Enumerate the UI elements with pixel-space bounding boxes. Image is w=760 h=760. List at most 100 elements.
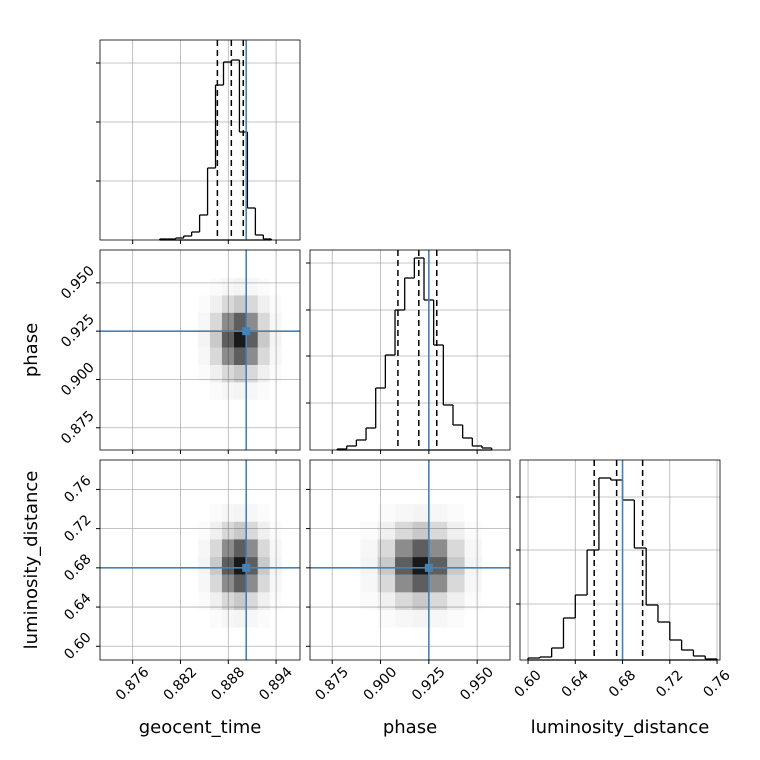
panel-frame (309, 459, 511, 661)
density-cell (465, 504, 482, 522)
density-cell (360, 575, 377, 593)
density-cell (269, 330, 282, 348)
density-cell (209, 330, 222, 348)
density-cell (430, 504, 447, 522)
density-cell (270, 592, 282, 610)
density-cell (412, 504, 430, 522)
density-cell (257, 557, 270, 575)
x-tick-label: 0.875 (312, 664, 352, 704)
density-cell (465, 522, 482, 540)
density-cell (198, 295, 210, 312)
density-cell (233, 312, 246, 331)
density-cell (221, 574, 234, 593)
density-cell (209, 364, 222, 383)
density-cell (209, 592, 222, 610)
density-cell (447, 539, 465, 558)
density-cell (270, 278, 282, 295)
x-axis-label: phase (383, 717, 437, 738)
y-tick-label: 0.72 (61, 512, 94, 545)
density-cell (360, 610, 377, 628)
density-cell (257, 295, 270, 313)
density-cell (245, 312, 258, 331)
density-cell (257, 312, 270, 331)
x-tick-label: 0.900 (361, 664, 401, 704)
density-cell (233, 278, 246, 296)
x-tick-label: 0.882 (161, 664, 201, 704)
density-cell (222, 504, 234, 522)
density-cell (378, 610, 395, 628)
density-cell (377, 521, 396, 540)
density-cell (257, 330, 270, 348)
density-cell (198, 504, 210, 522)
density-cell (429, 574, 448, 593)
density-cell (257, 521, 270, 540)
density-cell (395, 592, 413, 610)
y-axis-label: luminosity_distance (21, 471, 42, 650)
density-cell (198, 592, 210, 610)
density-cell (430, 610, 447, 628)
density-cell (447, 504, 464, 522)
density-cell (245, 557, 258, 575)
density-cell (377, 539, 396, 558)
density-cell (245, 592, 258, 610)
density-cell (377, 557, 396, 575)
panel-frame (99, 39, 301, 241)
density-cell (270, 575, 282, 593)
x-axis-label: geocent_time (139, 717, 262, 738)
density-cell (233, 295, 246, 313)
density-cell (210, 504, 222, 522)
panel-frame (99, 459, 301, 661)
density-cell (429, 521, 448, 540)
density-cell (233, 347, 246, 365)
density-cell (233, 521, 246, 540)
panel-frame (519, 459, 721, 661)
density-cell (258, 504, 270, 522)
y-tick-label: 0.64 (61, 590, 94, 623)
density-cell (270, 522, 282, 540)
y-tick-label: 0.60 (61, 630, 94, 663)
density-cell (269, 557, 282, 575)
density-cell (221, 312, 234, 331)
density-cell (209, 312, 222, 331)
density-cell (412, 610, 430, 628)
density-cell (258, 610, 270, 628)
density-cell (447, 574, 465, 593)
density-cell (270, 610, 282, 628)
density-cell (270, 382, 282, 399)
density-cell (360, 592, 377, 610)
x-tick-label: 0.76 (700, 667, 733, 700)
density-cell (395, 574, 413, 593)
density-cell (447, 557, 465, 575)
density-cell (233, 330, 246, 348)
truth-marker (424, 563, 433, 572)
density-cell (270, 504, 282, 522)
x-tick-label: 0.68 (606, 667, 639, 700)
y-tick-label: 0.900 (58, 360, 98, 400)
density-cell (429, 592, 448, 610)
y-tick-label: 0.68 (61, 551, 94, 584)
density-cell (412, 574, 430, 593)
density-cell (464, 557, 482, 575)
x-tick-label: 0.888 (208, 664, 248, 704)
density-cell (395, 610, 412, 628)
density-cell (209, 295, 222, 313)
density-cell (447, 521, 465, 540)
density-cell (246, 610, 258, 628)
density-cell (257, 347, 270, 365)
density-cell (245, 521, 258, 540)
density-cell (221, 347, 234, 365)
density-cell (270, 539, 282, 557)
density-cell (198, 557, 210, 575)
density-cell (222, 382, 234, 399)
density-cell (209, 347, 222, 365)
density-cell (233, 557, 246, 575)
density-cell (447, 592, 465, 610)
density-cell (360, 522, 377, 540)
density-cell (360, 504, 377, 522)
density-cell (395, 521, 413, 540)
truth-marker (242, 327, 251, 336)
density-cell (270, 348, 282, 365)
density-cell (257, 364, 270, 383)
density-cell (465, 610, 482, 628)
